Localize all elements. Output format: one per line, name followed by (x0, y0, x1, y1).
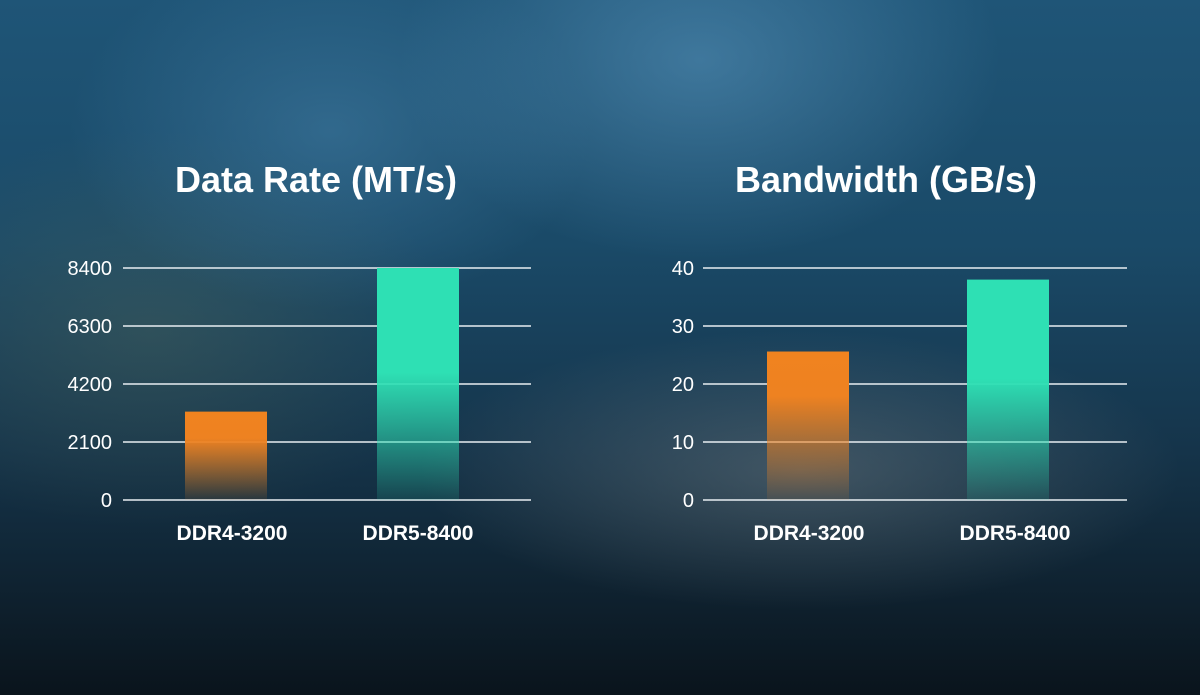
y-tick-label: 6300 (68, 316, 113, 338)
y-tick-label: 10 (672, 432, 694, 454)
x-category-label: DDR4-3200 (754, 522, 865, 545)
y-tick-label: 8400 (68, 258, 113, 280)
x-category-label: DDR5-8400 (363, 522, 474, 545)
y-tick-label: 2100 (68, 432, 113, 454)
bar-ddr4-3200 (767, 351, 849, 500)
x-category-label: DDR4-3200 (177, 522, 288, 545)
bar-ddr5-8400 (967, 279, 1049, 500)
data-rate-chart: Data Rate (MT/s) 0 2100 4200 6300 8400 DDR4-3… (68, 159, 531, 545)
chart-title: Data Rate (MT/s) (175, 159, 457, 200)
bandwidth-chart: Bandwidth (GB/s) 0 10 20 30 40 DDR4-3200 DDR5-… (672, 159, 1127, 545)
chart-title: Bandwidth (GB/s) (735, 159, 1037, 200)
bar-ddr5-8400 (377, 268, 459, 500)
y-tick-label: 30 (672, 316, 694, 338)
x-category-label: DDR5-8400 (960, 522, 1071, 545)
y-tick-label: 0 (101, 490, 112, 512)
bar-ddr4-3200 (185, 411, 267, 500)
y-tick-label: 40 (672, 258, 694, 280)
y-tick-label: 4200 (68, 374, 113, 396)
y-tick-label: 0 (683, 490, 694, 512)
y-tick-label: 20 (672, 374, 694, 396)
